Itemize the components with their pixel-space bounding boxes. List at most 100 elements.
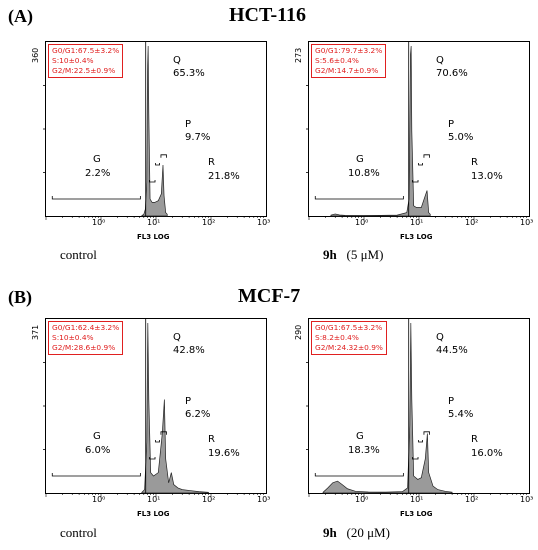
x-tick-label: 10⁰: [355, 495, 369, 504]
x-tick-label: 10²: [202, 495, 216, 504]
caption-time: 9h: [323, 247, 337, 262]
phase-legend-line: S:10±0.4%: [52, 333, 94, 342]
region-label-q: Q: [436, 55, 444, 66]
histogram-plot-1: [43, 41, 267, 220]
region-label-p: P: [448, 119, 455, 130]
region-pct-p: 9.7%: [185, 132, 211, 143]
x-tick-label: 10¹: [410, 495, 424, 504]
gate-marker-g: [51, 473, 141, 477]
gate-marker-r: [160, 154, 167, 158]
region-pct-q: 42.8%: [173, 345, 205, 356]
gate-marker-s: [149, 457, 156, 460]
histogram-area: [330, 45, 431, 217]
x-axis-label: FL3 LOG: [400, 233, 433, 241]
x-tick-label: 10³: [257, 218, 271, 227]
histogram-plot-2: [306, 41, 530, 220]
x-tick-label: 10⁰: [355, 218, 369, 227]
phase-legend-line: G2/M:28.6±0.9%: [52, 343, 116, 352]
section-label-b: (B): [8, 287, 32, 307]
phase-legend-line: S:5.6±0.4%: [315, 56, 359, 65]
region-label-g: G: [356, 154, 364, 165]
region-label-g: G: [356, 431, 364, 442]
gate-marker-g: [314, 473, 404, 477]
x-tick-label: 10³: [520, 218, 534, 227]
phase-legend-line: S:10±0.4%: [52, 56, 94, 65]
region-label-q: Q: [436, 332, 444, 343]
region-pct-q: 44.5%: [436, 345, 468, 356]
gate-marker-s: [412, 180, 419, 183]
x-axis-label: FL3 LOG: [137, 233, 170, 241]
phase-legend: G0/G1:79.7±3.2% S:5.6±0.4% G2/M:14.7±0.9%: [311, 44, 387, 78]
phase-legend-line: S:8.2±0.4%: [315, 333, 359, 342]
region-pct-p: 5.4%: [448, 409, 474, 420]
x-axis-label: FL3 LOG: [400, 510, 433, 518]
x-tick-label: 10⁰: [92, 495, 106, 504]
gate-marker-s: [149, 180, 156, 183]
x-axis-label: FL3 LOG: [137, 510, 170, 518]
gate-marker-p: [155, 440, 160, 443]
region-label-q: Q: [173, 55, 181, 66]
y-max-label: 273: [294, 47, 303, 63]
x-tick-label: 10²: [465, 495, 479, 504]
section-label-a: (A): [8, 6, 33, 26]
region-pct-r: 13.0%: [471, 171, 503, 182]
panel-caption: control: [60, 525, 97, 541]
phase-legend: G0/G1:67.5±3.2% S:8.2±0.4% G2/M:24.32±0.9%: [311, 321, 387, 355]
histogram-svg: [306, 42, 527, 220]
histogram-plot-3: [43, 318, 267, 497]
gate-marker-s: [412, 457, 419, 460]
region-label-r: R: [471, 434, 478, 445]
region-pct-r: 21.8%: [208, 171, 240, 182]
caption-text: control: [60, 247, 97, 262]
region-label-p: P: [185, 396, 192, 407]
region-pct-r: 19.6%: [208, 448, 240, 459]
y-max-label: 290: [294, 324, 303, 340]
caption-text: (20 μM): [346, 525, 390, 540]
gate-marker-g: [51, 196, 141, 200]
gate-marker-r: [423, 154, 430, 158]
histogram-plot-4: [306, 318, 530, 497]
x-tick-label: 10¹: [410, 218, 424, 227]
x-tick-label: 10¹: [147, 495, 161, 504]
region-pct-p: 5.0%: [448, 132, 474, 143]
gate-marker-r: [423, 431, 430, 435]
region-label-g: G: [93, 154, 101, 165]
section-title-b: MCF-7: [238, 285, 301, 307]
x-tick-label: 10²: [202, 218, 216, 227]
region-pct-q: 65.3%: [173, 68, 205, 79]
region-pct-r: 16.0%: [471, 448, 503, 459]
y-max-label: 371: [31, 324, 40, 340]
gate-marker-g: [314, 196, 404, 200]
phase-legend: G0/G1:62.4±3.2% S:10±0.4% G2/M:28.6±0.9%: [48, 321, 124, 355]
region-label-r: R: [471, 157, 478, 168]
region-label-p: P: [185, 119, 192, 130]
gate-marker-r: [160, 431, 167, 435]
phase-legend: G0/G1:67.5±3.2% S:10±0.4% G2/M:22.5±0.9%: [48, 44, 124, 78]
caption-time: 9h: [323, 525, 337, 540]
x-tick-label: 10⁰: [92, 218, 106, 227]
y-max-label: 360: [31, 47, 40, 63]
histogram-svg: [43, 319, 264, 497]
x-tick-label: 10²: [465, 218, 479, 227]
region-label-q: Q: [173, 332, 181, 343]
phase-legend-line: G0/G1:62.4±3.2%: [52, 323, 120, 332]
phase-legend-line: G0/G1:79.7±3.2%: [315, 46, 383, 55]
region-pct-g: 6.0%: [85, 445, 111, 456]
x-tick-label: 10³: [520, 495, 534, 504]
phase-legend-line: G2/M:22.5±0.9%: [52, 66, 116, 75]
region-pct-p: 6.2%: [185, 409, 211, 420]
region-label-r: R: [208, 434, 215, 445]
panel-caption: 9h (20 μM): [323, 525, 390, 541]
panel-caption: 9h (5 μM): [323, 247, 383, 263]
phase-legend-line: G2/M:24.32±0.9%: [315, 343, 383, 352]
histogram-area: [322, 322, 453, 494]
section-title-a: HCT-116: [229, 4, 307, 26]
histogram-svg: [306, 319, 527, 497]
gate-marker-p: [418, 440, 423, 443]
region-label-g: G: [93, 431, 101, 442]
histogram-svg: [43, 42, 264, 220]
caption-text: (5 μM): [346, 247, 384, 262]
x-tick-label: 10¹: [147, 218, 161, 227]
region-pct-g: 10.8%: [348, 168, 380, 179]
region-label-r: R: [208, 157, 215, 168]
